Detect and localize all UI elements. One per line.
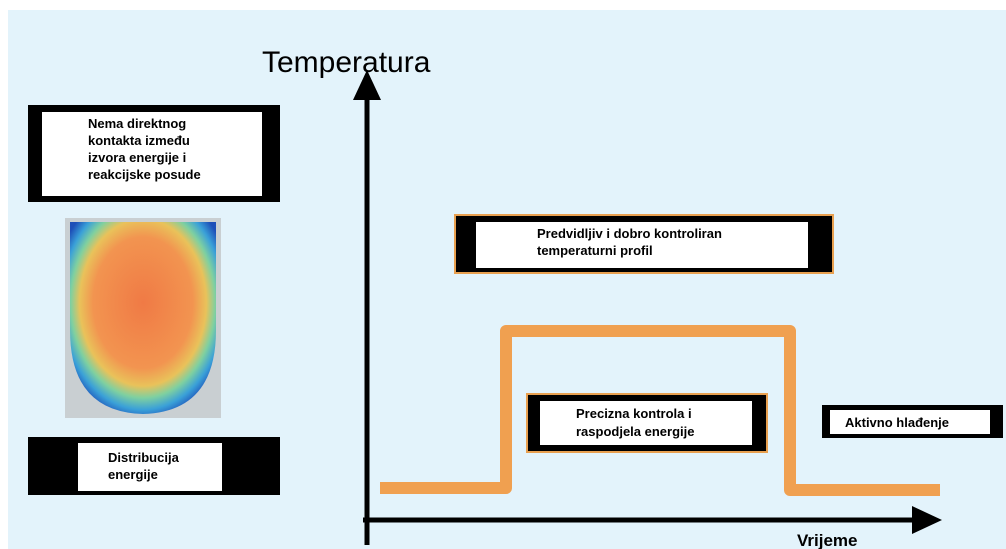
box-text: Nema direktnog [88,116,186,131]
x-axis-label: Vrijeme [797,531,858,549]
box-text: Distribucija [108,450,180,465]
diagram: Temperatura Vrijeme Nema direktnog kontak… [0,0,1006,549]
box-text: temperaturni profil [537,243,653,258]
box-text: energije [108,467,158,482]
box-text: raspodjela energije [576,424,695,439]
box-text: izvora energije i [88,150,186,165]
box-text: Aktivno hlađenje [845,415,949,430]
heat-image [70,222,216,414]
box-text: reakcijske posude [88,167,201,182]
box-text: Predvidljiv i dobro kontroliran [537,226,722,241]
box-text: kontakta između [88,133,190,148]
box-text: Precizna kontrola i [576,406,692,421]
y-axis-label: Temperatura [262,46,431,79]
